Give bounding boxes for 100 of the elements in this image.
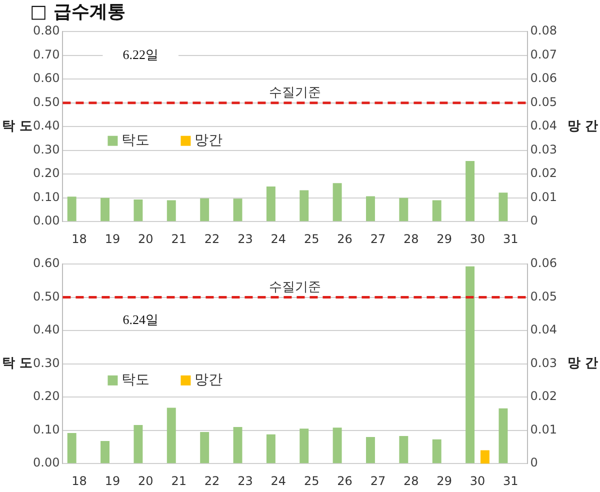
y2-tick-label: 0.04 — [530, 322, 557, 337]
bar — [67, 196, 76, 222]
annotation: 6.22일 — [122, 46, 158, 62]
y2-tick-label: 0.08 — [530, 24, 557, 38]
y-tick-label: 0.10 — [33, 422, 60, 436]
bar — [300, 428, 309, 464]
y2-tick-label: 0 — [530, 456, 538, 470]
ref-line-label: 수질기준 — [269, 280, 321, 296]
y-tick-label: 0.00 — [33, 214, 60, 228]
bar — [498, 192, 508, 222]
legend-label: 망간 — [194, 372, 223, 388]
bar — [332, 428, 342, 464]
x-tick-label: 29 — [436, 474, 452, 488]
y-tick-label: 0.50 — [33, 94, 60, 109]
bar — [233, 427, 242, 464]
x-tick-label: 29 — [436, 232, 452, 246]
x-tick-label: 28 — [404, 232, 419, 246]
legend-label: 망간 — [194, 132, 223, 148]
bar — [466, 161, 475, 222]
bar — [498, 408, 508, 464]
bar — [67, 432, 76, 464]
x-tick-label: 31 — [503, 232, 518, 246]
y2-axis-title: 망 간 — [567, 118, 598, 134]
bar — [200, 432, 210, 464]
y2-tick-label: 0.02 — [530, 389, 557, 404]
y2-tick-label: 0.05 — [530, 94, 557, 109]
x-tick-label: 23 — [238, 474, 253, 488]
y2-tick-label: 0.03 — [530, 142, 557, 156]
x-tick-label: 20 — [138, 474, 154, 488]
x-tick-label: 31 — [503, 474, 518, 488]
x-tick-label: 22 — [204, 232, 220, 246]
y2-axis-title: 망 간 — [567, 356, 598, 372]
bar — [366, 436, 375, 464]
bar — [233, 198, 242, 222]
y2-tick-label: 0.06 — [530, 71, 557, 86]
x-tick-label: 19 — [104, 232, 120, 246]
bar — [100, 198, 110, 222]
bar — [134, 200, 143, 222]
x-tick-label: 21 — [171, 232, 186, 246]
y-axis-title: 탁 도 — [2, 118, 33, 134]
bar — [432, 439, 442, 464]
y-tick-label: 0.60 — [33, 256, 60, 270]
bar — [166, 408, 176, 464]
bar — [266, 186, 276, 222]
x-tick-label: 23 — [238, 232, 253, 246]
x-tick-label: 20 — [138, 232, 154, 246]
y-tick-label: 0.40 — [33, 118, 60, 133]
legend-label: 탁도 — [122, 132, 150, 148]
x-tick-label: 27 — [370, 474, 386, 488]
bar — [399, 436, 408, 464]
bar — [332, 183, 342, 222]
y-tick-label: 0.20 — [33, 389, 60, 404]
bar — [200, 198, 210, 222]
bar — [366, 196, 375, 222]
bar — [134, 425, 143, 464]
bar — [300, 190, 309, 222]
y-tick-label: 0.30 — [33, 142, 60, 156]
y2-tick-label: 0.02 — [530, 166, 557, 180]
y2-tick-label: 0.06 — [530, 256, 557, 270]
ref-line-label: 수질기준 — [269, 86, 321, 101]
x-tick-label: 21 — [171, 474, 186, 488]
bar — [100, 440, 110, 464]
y2-tick-label: 0.03 — [530, 356, 557, 370]
x-tick-label: 22 — [204, 474, 220, 488]
y-tick-label: 0.70 — [33, 47, 60, 62]
bar — [466, 266, 475, 464]
y-tick-label: 0.10 — [33, 190, 60, 204]
y2-tick-label: 0 — [530, 214, 538, 228]
y-tick-label: 0.40 — [33, 322, 60, 337]
x-tick-label: 24 — [270, 474, 286, 488]
x-tick-label: 24 — [270, 232, 286, 246]
x-tick-label: 26 — [337, 474, 352, 488]
x-tick-label: 18 — [72, 474, 87, 488]
y2-tick-label: 0.01 — [530, 422, 557, 436]
y2-tick-label: 0.07 — [530, 47, 557, 62]
y-axis-title: 탁 도 — [2, 356, 33, 372]
x-tick-label: 26 — [337, 232, 352, 246]
y2-tick-label: 0.05 — [530, 289, 557, 304]
x-tick-label: 30 — [470, 474, 486, 488]
annotation: 6.24일 — [122, 312, 158, 327]
x-tick-label: 28 — [404, 474, 419, 488]
y-tick-label: 0.50 — [33, 289, 60, 304]
legend-label: 탁도 — [122, 372, 150, 388]
x-tick-label: 27 — [370, 232, 386, 246]
bar — [399, 198, 408, 222]
chart-title: □ 급수계통 — [30, 1, 126, 22]
bar — [432, 200, 442, 222]
bar — [266, 434, 276, 464]
y-tick-label: 0.80 — [33, 24, 60, 38]
y-tick-label: 0.00 — [33, 456, 60, 470]
y2-tick-label: 0.04 — [530, 118, 557, 133]
x-tick-label: 19 — [104, 474, 120, 488]
y-tick-label: 0.20 — [33, 166, 60, 180]
y-tick-label: 0.30 — [33, 356, 60, 370]
x-tick-label: 30 — [470, 232, 486, 246]
x-tick-label: 25 — [304, 474, 320, 488]
x-tick-label: 25 — [304, 232, 320, 246]
x-tick-label: 18 — [72, 232, 87, 246]
y2-tick-label: 0.01 — [530, 190, 557, 204]
bar — [166, 200, 176, 222]
